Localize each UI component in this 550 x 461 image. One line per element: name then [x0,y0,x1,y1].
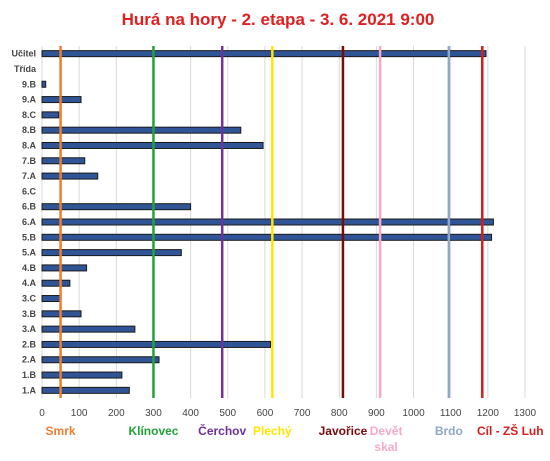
category-label: 6.B [22,202,37,212]
checkpoint-label: Plechý [253,424,292,438]
category-label: 4.B [22,263,37,273]
bar [41,50,487,58]
bar [41,340,271,348]
bar [41,279,71,287]
x-tick-label: 400 [182,408,199,419]
bar [41,203,192,211]
chart-title: Hurá na hory - 2. etapa - 3. 6. 2021 9:0… [122,10,435,29]
bar [41,249,182,257]
x-tick-label: 200 [108,408,125,419]
bar [41,126,242,134]
bar [41,172,99,180]
bar [41,264,88,272]
checkpoint-label: Brdo [435,424,463,438]
category-label: 2.B [22,339,37,349]
x-tick-label: 1100 [440,408,462,419]
category-label: 2.A [22,355,37,365]
checkpoint-label: Devět skal [370,424,403,454]
category-label: 9.A [22,95,37,105]
category-label: 5.A [22,248,37,258]
bar [41,356,160,364]
category-label: 4.A [22,278,37,288]
x-tick-label: 0 [39,408,45,419]
category-label: 6.A [22,217,37,227]
checkpoint-label: Javořice [319,424,368,438]
checkpoint-label: Čerchov [198,423,246,438]
category-label: 8.B [22,125,37,135]
bar [41,325,136,333]
category-label: Učitel [11,49,36,59]
x-tick-label: 100 [71,408,88,419]
category-label: 5.B [22,232,37,242]
checkpoint-label: Smrk [46,424,76,438]
x-tick-label: 800 [331,408,348,419]
category-label: 8.A [22,140,37,150]
x-tick-label: 1300 [514,408,537,419]
category-label: 3.B [22,309,37,319]
x-tick-label: 1000 [402,408,425,419]
category-label: 3.C [22,294,37,304]
bar [41,111,60,119]
category-label: 1.B [22,370,37,380]
category-label: 3.A [22,324,37,334]
bar [41,157,86,165]
category-label: 9.B [22,79,37,89]
bar [41,218,494,226]
x-tick-label: 600 [257,408,274,419]
x-tick-label: 500 [219,408,236,419]
x-tick-label: 300 [145,408,162,419]
category-label: Třída [14,64,37,74]
category-label: 8.C [22,110,37,120]
bar [41,295,62,303]
x-tick-label: 700 [294,408,311,419]
bar [41,233,493,241]
category-label: 7.B [22,156,37,166]
category-label: 7.A [22,171,37,181]
checkpoint-label: Klínovec [128,424,178,438]
category-label: 6.C [22,186,37,196]
bar [41,386,130,394]
category-label: 1.A [22,385,37,395]
bar [41,371,123,379]
x-tick-label: 1200 [477,408,500,419]
x-tick-label: 900 [368,408,385,419]
checkpoint-label: Cíl - ZŠ Luh [477,423,544,438]
bar [41,80,47,88]
